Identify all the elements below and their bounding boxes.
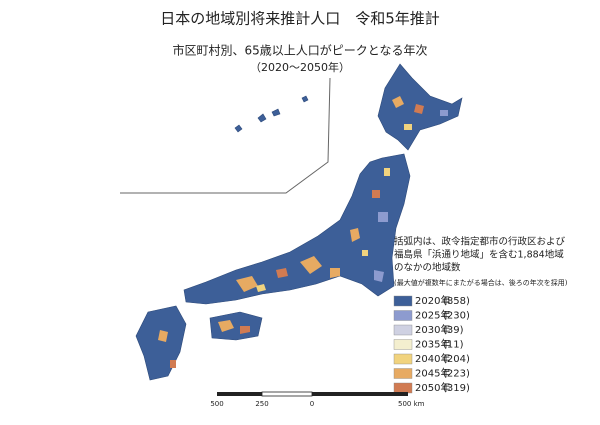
note-small: (最大値が複数年にまたがる場合は、後ろの年次を採用): [394, 278, 568, 287]
legend-count: (223): [443, 369, 470, 380]
legend-swatch: [393, 295, 413, 307]
legend-swatch: [393, 339, 413, 350]
scale-bar: [217, 391, 408, 397]
scale-label: 0: [310, 400, 314, 408]
legend-count: (204): [443, 354, 470, 365]
legend-count: (858): [443, 296, 470, 307]
legend-swatch: [393, 368, 413, 379]
note-line: 括弧内は、政令指定都市の行政区および: [394, 236, 566, 248]
note-line: 福島県「浜通り地域」を含む1,884地域: [394, 249, 564, 261]
scale-label: 500 km: [398, 400, 425, 408]
period: （2020～2050年）: [250, 60, 350, 74]
note: 括弧内は、政令指定都市の行政区および福島県「浜通り地域」を含む1,884地域のな…: [394, 236, 568, 288]
legend-label: 2050年: [415, 381, 450, 394]
legend-swatch: [393, 310, 413, 321]
scale-label: 500: [210, 400, 223, 408]
legend-label: 2030年: [415, 323, 450, 336]
inset-border: [120, 77, 331, 194]
map: [135, 63, 463, 381]
legend-count: (11): [443, 340, 464, 351]
legend-label: 2035年: [415, 338, 450, 351]
legend-count: (39): [443, 325, 464, 336]
legend-swatch: [393, 353, 413, 365]
title: 日本の地域別将来推計人口 令和5年推計: [160, 10, 440, 28]
scale-label: 250: [255, 400, 268, 408]
legend-label: 2020年: [415, 294, 450, 307]
legend-label: 2040年: [415, 352, 450, 365]
note-line: のなかの地域数: [394, 262, 461, 274]
legend-label: 2045年: [415, 367, 450, 380]
legend-label: 2025年: [415, 309, 450, 322]
legend-swatch: [393, 382, 413, 394]
subtitle: 市区町村別、65歳以上人口がピークとなる年次: [173, 43, 428, 58]
legend-count: (319): [443, 383, 470, 394]
legend-count: (230): [443, 311, 470, 322]
legend: 2020年(858)2025年(230)2030年(39)2035年(11)20…: [393, 294, 470, 394]
legend-swatch: [393, 324, 413, 336]
scale-labels: 500 250 0 500 km: [210, 400, 424, 408]
